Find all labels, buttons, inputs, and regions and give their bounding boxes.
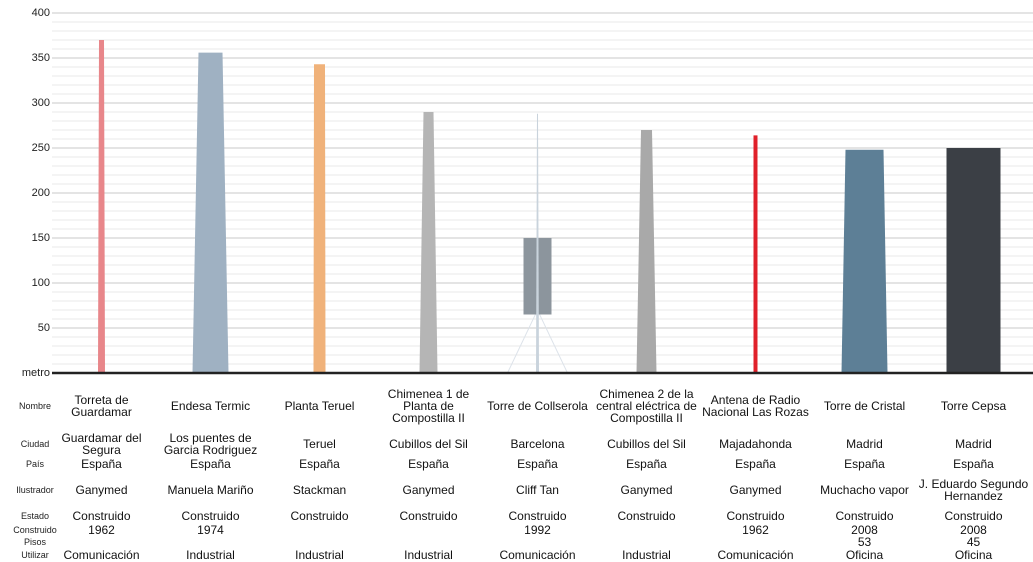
table-cell: Majadahonda [719,437,792,451]
table-cell: Industrial [622,548,671,562]
row-label: País [25,459,44,469]
y-tick-label: 400 [32,7,50,19]
table-cell: Ganymed [620,483,673,497]
table-cell: 1992 [524,523,551,537]
table-cell: Industrial [186,548,235,562]
structure [841,149,888,373]
structure-name: Chimenea 1 de Planta de Compostilla II [387,387,470,425]
table-cell: Madrid [846,437,883,451]
structure-name: Endesa Termic [170,399,251,413]
table-cell: Industrial [295,548,344,562]
table-cell: 1974 [197,523,224,537]
table-cell: 45 [966,535,981,549]
table-cell: Muchacho vapor [820,483,909,497]
table-cell: Cubillos del Sil [607,437,686,451]
table-cell: Industrial [404,548,453,562]
table-cell: 53 [857,535,872,549]
structure-name: Chimenea 2 de la central eléctrica de Co… [596,387,697,425]
y-tick-label: 300 [32,97,50,109]
structure [192,52,229,373]
y-tick-label: 50 [38,322,50,334]
table-cell: España [299,457,340,471]
y-tick-label: 100 [32,277,50,289]
table-cell: 2008 [960,523,987,537]
table-cell: España [735,457,776,471]
table-cell: Comunicación [63,548,140,562]
y-tick-label: 350 [32,52,50,64]
table-cell: España [190,457,231,471]
table-cell: Construido [399,509,458,523]
table-cell: Ganymed [402,483,455,497]
table-cell: Construido [508,509,567,523]
table-cell: Construido [290,509,349,523]
row-label: Ilustrador [16,485,54,495]
table-cell: Construido [944,509,1003,523]
table-cell: Comunicación [717,548,794,562]
structure [313,64,326,374]
y-tick-label: 150 [32,232,50,244]
row-label: Pisos [23,537,46,547]
table-cell: Construido [726,509,785,523]
row-label: Ciudad [20,439,50,449]
table-cell: Los puentes de Garcia Rodriguez [163,431,258,457]
table-cell: España [517,457,558,471]
structure-name: Torre Cepsa [940,399,1007,413]
structure [419,112,438,373]
table-cell: Construido [835,509,894,523]
structure-name: Torre de Cristal [823,399,906,413]
table-cell: Construido [72,509,131,523]
structure [536,113,539,374]
table-cell: Construido [181,509,240,523]
row-label: Nombre [18,401,51,411]
table-cell: Construido [617,509,676,523]
table-cell: Madrid [955,437,992,451]
table-cell: Teruel [303,437,336,451]
structure [753,135,758,373]
structure [636,130,657,373]
structure-name: Planta Teruel [284,399,355,413]
structure [946,148,1001,373]
row-label: Estado [20,511,50,521]
chart: metro 50 100 150 200 250 300 350 400 [22,7,1033,379]
table-cell: España [626,457,667,471]
y-tick-label: 250 [32,142,50,154]
table-cell: Ganymed [729,483,782,497]
structure [98,40,105,373]
table-cell: 2008 [851,523,878,537]
y-tick-label: 200 [32,187,50,199]
table-cell: Ganymed [75,483,128,497]
table-cell: Oficina [954,548,993,562]
table-cell: Comunicación [499,548,576,562]
table-cell: Barcelona [510,437,565,451]
table-cell: 1962 [742,523,769,537]
table-cell: Manuela Mariño [167,483,254,497]
table-cell: Cliff Tan [516,483,559,497]
structure-name: Torreta de Guardamar [71,393,132,419]
row-label: Utilizar [21,550,49,560]
table-cell: España [844,457,885,471]
structure-name: Antena de Radio Nacional Las Rozas [702,393,809,419]
structure-name: Torre de Collserola [487,399,588,413]
table-cell: Oficina [845,548,884,562]
table-cell: España [81,457,122,471]
table-cell: Cubillos del Sil [389,437,468,451]
y-tick-label: metro [22,367,50,379]
table-cell: J. Eduardo Segundo Hernandez [918,477,1029,503]
table-cell: España [953,457,994,471]
table-cell: 1962 [88,523,115,537]
table-cell: España [408,457,449,471]
table-cell: Guardamar del Segura [61,431,142,457]
row-label: Construido [13,525,57,535]
table-cell: Stackman [292,483,347,497]
